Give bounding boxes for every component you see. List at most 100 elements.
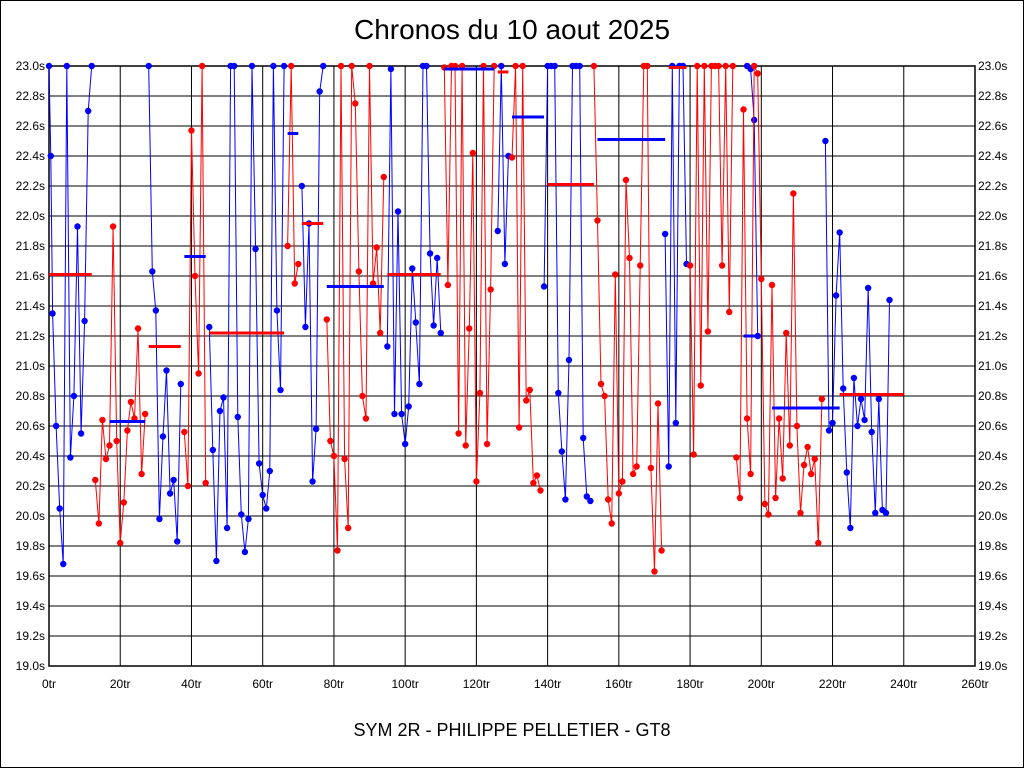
y-tick-label-right: 21.8s	[978, 239, 1007, 253]
data-point	[259, 491, 266, 499]
data-point	[409, 265, 416, 272]
y-tick-label-right: 22.4s	[978, 149, 1007, 163]
data-point	[644, 62, 651, 70]
data-point	[847, 524, 854, 532]
data-point	[850, 374, 858, 382]
data-point	[273, 307, 281, 314]
data-point	[298, 182, 306, 190]
data-point	[263, 505, 270, 512]
data-point	[280, 62, 288, 70]
data-point	[337, 62, 345, 70]
x-tick-label: 240tr	[890, 677, 917, 691]
y-tick-label-right: 22.6s	[978, 119, 1007, 133]
series-line	[386, 65, 442, 445]
data-point	[729, 62, 737, 70]
data-point	[718, 262, 726, 269]
data-point	[49, 310, 56, 317]
y-tick-label-right: 20.2s	[978, 479, 1007, 493]
data-point	[284, 242, 291, 250]
data-point	[362, 415, 370, 422]
series-red	[590, 62, 665, 575]
data-point	[558, 448, 566, 455]
x-tick-label: 160tr	[605, 677, 632, 691]
data-point	[733, 454, 740, 461]
series-red	[686, 62, 737, 458]
y-tick-label-right: 22.8s	[978, 89, 1007, 103]
data-point	[216, 407, 224, 415]
y-tick-label-left: 19.6s	[16, 569, 45, 583]
data-point	[401, 440, 409, 448]
data-point	[309, 478, 316, 485]
data-point	[829, 419, 836, 427]
data-point	[88, 62, 95, 70]
data-point	[487, 286, 494, 293]
data-point	[772, 494, 779, 502]
data-point	[455, 430, 462, 437]
data-point	[466, 325, 473, 332]
data-point	[106, 442, 113, 449]
data-point	[156, 515, 163, 523]
data-point	[291, 280, 298, 287]
data-point	[330, 452, 338, 460]
data-point	[608, 520, 615, 527]
data-point	[113, 437, 120, 445]
data-point	[768, 281, 776, 289]
data-point	[60, 560, 67, 568]
plot-frame	[48, 65, 976, 667]
data-point	[213, 557, 220, 565]
data-point	[248, 62, 256, 70]
data-point	[184, 482, 192, 490]
data-point	[672, 419, 680, 427]
y-tick-label-right: 21.0s	[978, 359, 1007, 373]
x-tick-label: 40tr	[181, 677, 202, 691]
data-point	[523, 397, 530, 404]
data-point	[95, 520, 103, 527]
data-point	[722, 62, 729, 70]
data-point	[551, 62, 558, 70]
data-point	[462, 442, 469, 449]
data-point	[775, 415, 783, 422]
y-tick-label-right: 21.4s	[978, 299, 1007, 313]
series-blue	[145, 62, 184, 545]
data-point	[622, 176, 630, 184]
data-point	[601, 392, 608, 400]
data-point	[807, 470, 815, 478]
data-point	[747, 470, 754, 478]
data-point	[255, 460, 263, 467]
data-point	[416, 380, 423, 388]
data-point	[597, 380, 605, 388]
data-point	[533, 472, 541, 479]
data-point	[783, 329, 790, 337]
data-point	[836, 229, 843, 236]
data-point	[494, 227, 501, 235]
data-point	[52, 422, 60, 430]
data-point	[341, 455, 348, 463]
data-point	[377, 329, 384, 337]
data-point	[47, 152, 54, 160]
data-point	[825, 427, 833, 434]
data-point	[476, 389, 484, 397]
y-tick-label-left: 22.4s	[16, 149, 45, 163]
data-point	[530, 479, 537, 487]
data-point	[209, 446, 217, 454]
data-point	[861, 416, 868, 424]
data-point	[886, 296, 893, 304]
y-tick-label-left: 22.8s	[16, 89, 45, 103]
data-point	[270, 62, 277, 70]
x-tick-label: 260tr	[961, 677, 988, 691]
data-point	[473, 478, 480, 485]
data-point	[515, 424, 523, 431]
data-point	[797, 509, 804, 517]
data-point	[74, 223, 81, 230]
data-point	[195, 370, 202, 377]
data-point	[815, 539, 822, 547]
data-point	[181, 428, 188, 436]
data-point	[231, 62, 238, 70]
series-red	[733, 62, 826, 547]
data-point	[804, 443, 811, 451]
data-point	[565, 356, 573, 364]
y-tick-label-right: 19.6s	[978, 569, 1007, 583]
data-point	[277, 386, 284, 394]
data-point	[437, 329, 444, 337]
data-point	[320, 62, 327, 70]
